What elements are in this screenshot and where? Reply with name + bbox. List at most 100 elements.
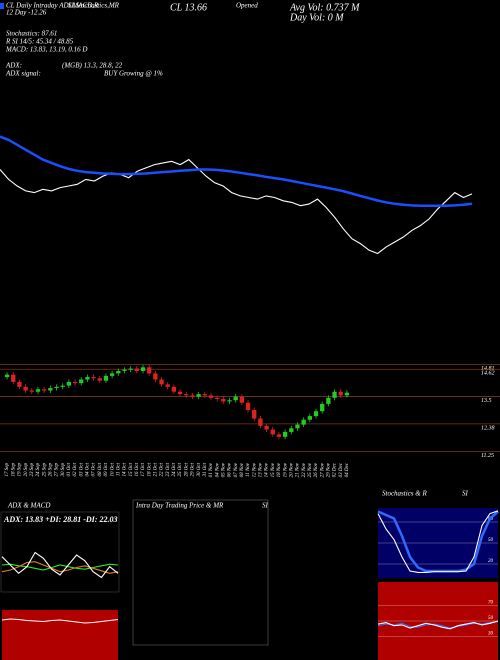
candle-body <box>72 381 78 384</box>
x-tick-label: 30 Sep <box>61 463 66 477</box>
header-text: Stochastics: 87.61 <box>6 30 57 38</box>
x-tick-label: 05 Nov <box>221 462 226 477</box>
candle-body <box>208 395 214 398</box>
y-tick-label: 50 <box>488 616 494 621</box>
candle-body <box>239 396 245 403</box>
candle-body <box>128 368 133 370</box>
x-tick-label: 17 Oct <box>141 462 146 476</box>
x-tick-label: 13 Nov <box>259 462 264 477</box>
x-tick-label: 24 Sep <box>36 463 41 477</box>
x-tick-label: 18 Nov <box>277 462 282 477</box>
x-tick-label: 20 Sep <box>24 463 29 477</box>
header-text: ADX: <box>5 62 22 70</box>
candle-body <box>140 367 146 371</box>
x-tick-label: 28 Oct <box>184 462 189 476</box>
candle-body <box>103 375 109 381</box>
x-tick-label: 04 Oct <box>86 462 91 476</box>
x-tick-label: 25 Sep <box>42 463 47 477</box>
candle-body <box>4 374 10 378</box>
header-text: MACD: 13.83, 13.19, 0.16 D <box>5 46 87 54</box>
x-tick-label: 11 Nov <box>246 462 251 477</box>
series-line <box>1 563 119 571</box>
candle-body <box>48 388 53 391</box>
candle-body <box>307 416 313 420</box>
y-tick-label: 14.62 <box>481 370 495 377</box>
candle-body <box>79 379 84 384</box>
x-tick-label: 26 Nov <box>314 462 319 477</box>
y-tick-label: 14.81 <box>481 365 495 372</box>
candle-body <box>109 373 115 376</box>
x-tick-label: 08 Oct <box>98 462 103 476</box>
panel-subtitle: SI <box>262 502 269 510</box>
x-tick-label: 20 Nov <box>289 462 294 477</box>
x-tick-label: 06 Nov <box>228 462 233 477</box>
y-tick-label: 20 <box>488 559 494 564</box>
candle-body <box>134 368 140 371</box>
candle-body <box>190 395 195 397</box>
header-text: (MGB) 13.3, 28.8, 22 <box>62 62 123 70</box>
candle-body <box>196 394 201 397</box>
y-tick-label: 13.5 <box>481 398 492 404</box>
x-tick-label: 26 Sep <box>48 463 53 477</box>
x-tick-label: 22 Oct <box>160 462 165 476</box>
x-tick-label: 23 Sep <box>30 463 35 477</box>
candle-body <box>214 397 220 400</box>
x-tick-label: 14 Nov <box>265 462 270 477</box>
x-tick-label: 29 Oct <box>191 462 196 476</box>
x-tick-label: 29 Nov <box>327 462 332 477</box>
candle-body <box>159 379 164 385</box>
candle-body <box>282 431 288 437</box>
candle-body <box>66 381 72 386</box>
candle-body <box>171 386 177 392</box>
x-tick-label: 09 Oct <box>104 462 109 476</box>
header-text: R SI 14/5: 45.34 / 48.85 <box>5 38 74 46</box>
series-line <box>1 561 119 574</box>
x-tick-label: 11 Oct <box>116 462 121 476</box>
header-text: 12 Day -12.26 <box>6 9 47 17</box>
candle-body <box>122 369 127 371</box>
candle-body <box>320 403 325 412</box>
x-tick-label: 21 Nov <box>296 462 301 477</box>
x-tick-label: 01 Oct <box>67 462 72 476</box>
header-text: Day Vol: 0 M <box>289 12 344 23</box>
x-tick-label: 08 Nov <box>240 462 245 477</box>
series-line <box>377 510 499 573</box>
x-tick-label: 22 Nov <box>302 462 307 477</box>
candle-body <box>165 384 170 387</box>
candle-body <box>54 386 59 389</box>
y-tick-label: 11.25 <box>481 453 494 459</box>
x-tick-label: 12 Nov <box>252 462 257 477</box>
candle-body <box>258 418 263 426</box>
x-tick-label: 04 Nov <box>215 462 220 477</box>
series-line <box>377 620 499 630</box>
candle-body <box>221 399 226 402</box>
legend-swatch <box>0 3 4 9</box>
y-tick-label: 70 <box>488 601 494 606</box>
candle-body <box>326 397 331 404</box>
x-tick-label: 25 Oct <box>178 462 183 476</box>
candle-body <box>202 394 207 396</box>
header-text: ADX signal: <box>5 70 41 78</box>
candle-body <box>227 400 232 402</box>
x-tick-label: 21 Oct <box>154 462 159 476</box>
panel-frame <box>132 499 269 646</box>
candle-body <box>41 389 47 391</box>
x-tick-label: 14 Oct <box>123 462 128 476</box>
x-tick-label: 19 Sep <box>18 463 23 477</box>
header-text: SI,Stochastics,MR <box>68 2 120 10</box>
x-tick-label: 07 Oct <box>92 462 97 476</box>
candle-body <box>289 428 294 432</box>
candle-body <box>245 402 251 410</box>
series-line <box>1 618 119 624</box>
candle-body <box>295 424 300 429</box>
candle-body <box>29 390 34 392</box>
x-tick-label: 19 Nov <box>283 462 288 477</box>
x-tick-label: 07 Nov <box>234 462 239 477</box>
header-text: BUY Growing @ 1% <box>104 70 163 78</box>
x-tick-label: 02 Oct <box>73 462 78 476</box>
x-tick-label: 17 Sep <box>5 463 10 477</box>
x-tick-label: 15 Nov <box>271 462 276 477</box>
y-tick-label: 30 <box>488 632 494 637</box>
candle-body <box>147 367 152 374</box>
